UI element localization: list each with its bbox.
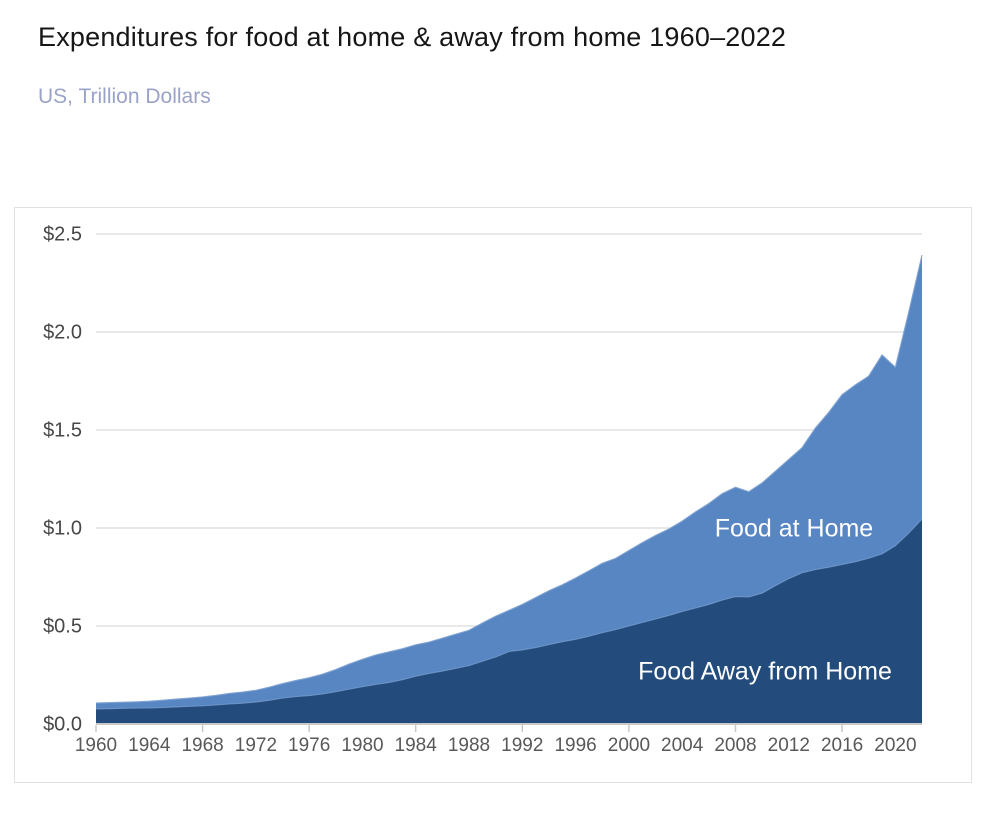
series-label-food-at-home: Food at Home — [714, 514, 874, 543]
chart-card — [14, 207, 972, 783]
page-subtitle: US, Trillion Dollars — [38, 85, 211, 108]
series-label-food-away-from-home: Food Away from Home — [638, 657, 892, 686]
page-title: Expenditures for food at home & away fro… — [38, 22, 787, 52]
